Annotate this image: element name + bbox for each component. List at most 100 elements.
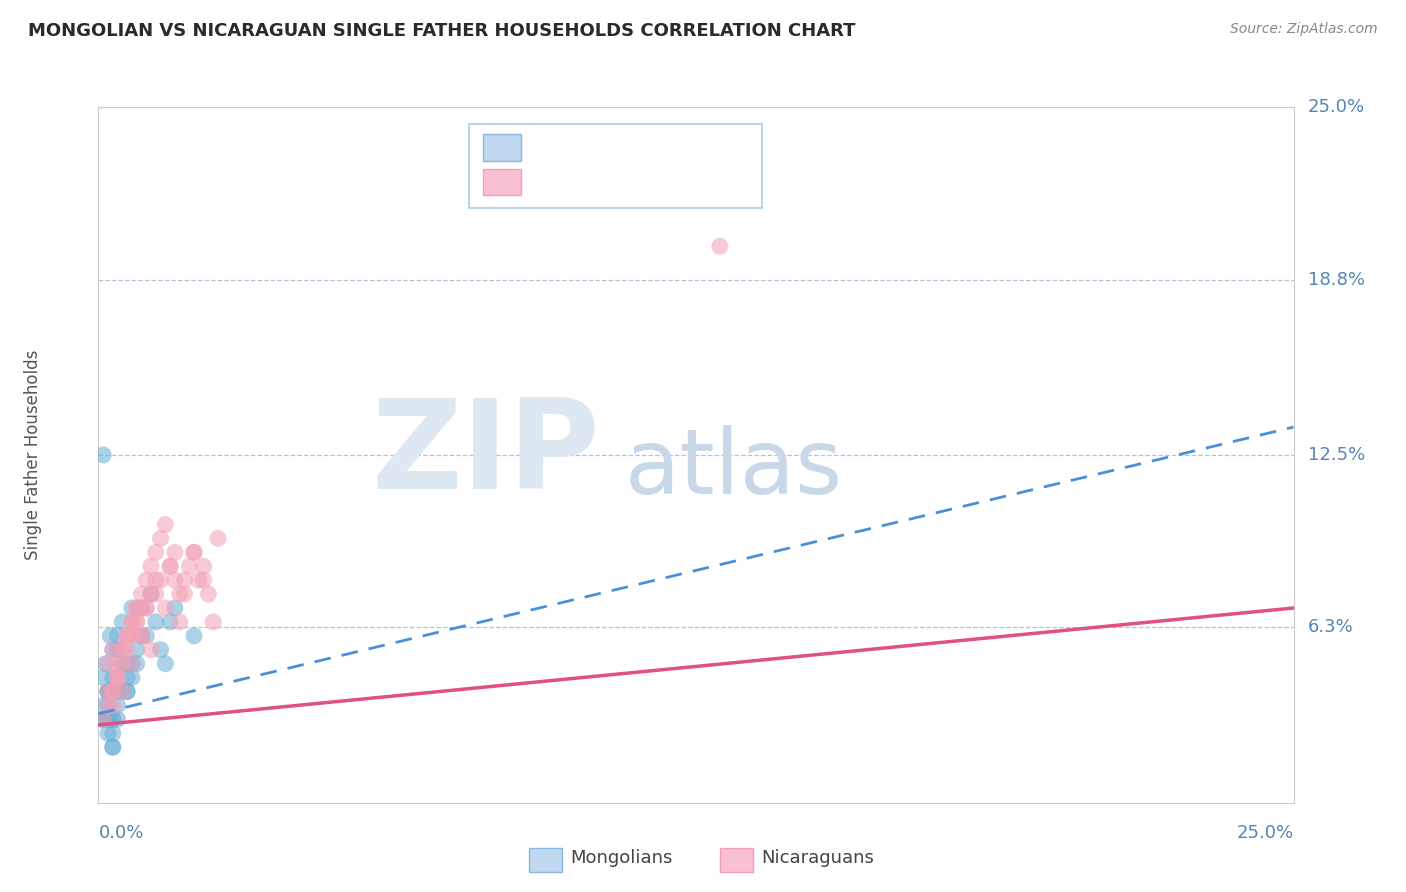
Point — [125, 642, 148, 657]
Point — [111, 657, 134, 671]
Point — [125, 657, 148, 671]
Point — [169, 615, 191, 629]
Point — [179, 559, 201, 574]
Point — [121, 615, 143, 629]
Point — [97, 726, 120, 740]
Point — [97, 698, 120, 713]
Point — [107, 671, 129, 685]
Point — [183, 629, 205, 643]
Point — [101, 671, 124, 685]
Bar — [529, 848, 562, 872]
Point — [101, 642, 124, 657]
Point — [121, 601, 143, 615]
Point — [91, 712, 114, 726]
Point — [709, 239, 731, 253]
Point — [145, 587, 167, 601]
Point — [183, 545, 205, 559]
Point — [101, 684, 124, 698]
Text: 6.3%: 6.3% — [1308, 618, 1354, 637]
Point — [149, 642, 172, 657]
Point — [131, 587, 153, 601]
Point — [173, 573, 195, 587]
Text: 12.5%: 12.5% — [1308, 446, 1365, 464]
Point — [155, 601, 177, 615]
Point — [121, 671, 143, 685]
Point — [115, 671, 138, 685]
Text: R = 0.198   N = 63: R = 0.198 N = 63 — [540, 173, 751, 192]
Point — [155, 517, 177, 532]
Point — [125, 615, 148, 629]
Point — [101, 740, 124, 755]
Point — [125, 615, 148, 629]
Point — [91, 712, 114, 726]
Point — [111, 657, 134, 671]
Point — [193, 559, 215, 574]
Point — [145, 573, 167, 587]
Point — [107, 671, 129, 685]
Point — [159, 559, 181, 574]
Point — [101, 712, 124, 726]
Point — [101, 740, 124, 755]
Point — [163, 601, 186, 615]
Point — [121, 629, 143, 643]
Point — [139, 587, 162, 601]
Point — [183, 545, 205, 559]
Point — [97, 712, 120, 726]
Point — [101, 684, 124, 698]
Point — [91, 698, 114, 713]
Point — [107, 698, 129, 713]
Point — [121, 657, 143, 671]
Point — [202, 615, 225, 629]
Point — [107, 629, 129, 643]
Point — [101, 712, 124, 726]
Point — [101, 726, 124, 740]
Point — [97, 684, 120, 698]
Point — [97, 684, 120, 698]
Text: 25.0%: 25.0% — [1308, 98, 1365, 116]
Point — [121, 657, 143, 671]
Point — [115, 684, 138, 698]
Point — [159, 559, 181, 574]
Point — [149, 573, 172, 587]
Point — [111, 684, 134, 698]
Point — [94, 657, 117, 671]
Point — [97, 684, 120, 698]
Point — [159, 615, 181, 629]
Point — [97, 712, 120, 726]
Text: Nicaraguans: Nicaraguans — [762, 849, 875, 867]
Point — [139, 587, 162, 601]
Text: Source: ZipAtlas.com: Source: ZipAtlas.com — [1230, 22, 1378, 37]
Point — [107, 671, 129, 685]
Text: Single Father Households: Single Father Households — [24, 350, 42, 560]
Point — [98, 629, 122, 643]
Point — [163, 545, 186, 559]
Point — [91, 712, 114, 726]
Text: 25.0%: 25.0% — [1236, 823, 1294, 842]
Point — [125, 601, 148, 615]
Point — [115, 684, 138, 698]
Point — [91, 448, 114, 462]
Text: 18.8%: 18.8% — [1308, 270, 1365, 289]
Point — [111, 642, 134, 657]
Point — [97, 684, 120, 698]
Point — [135, 601, 157, 615]
Point — [197, 587, 219, 601]
Point — [135, 601, 157, 615]
Point — [193, 573, 215, 587]
Point — [139, 559, 162, 574]
Point — [125, 601, 148, 615]
Point — [149, 532, 172, 546]
Point — [207, 532, 229, 546]
Point — [115, 642, 138, 657]
FancyBboxPatch shape — [470, 124, 762, 208]
Text: R = 0.276   N = 49: R = 0.276 N = 49 — [540, 138, 751, 157]
Point — [101, 642, 124, 657]
Bar — [484, 169, 522, 195]
Point — [97, 698, 120, 713]
Bar — [484, 134, 522, 161]
Text: MONGOLIAN VS NICARAGUAN SINGLE FATHER HOUSEHOLDS CORRELATION CHART: MONGOLIAN VS NICARAGUAN SINGLE FATHER HO… — [28, 22, 856, 40]
Point — [115, 657, 138, 671]
Point — [145, 615, 167, 629]
Point — [169, 587, 191, 601]
Point — [115, 629, 138, 643]
